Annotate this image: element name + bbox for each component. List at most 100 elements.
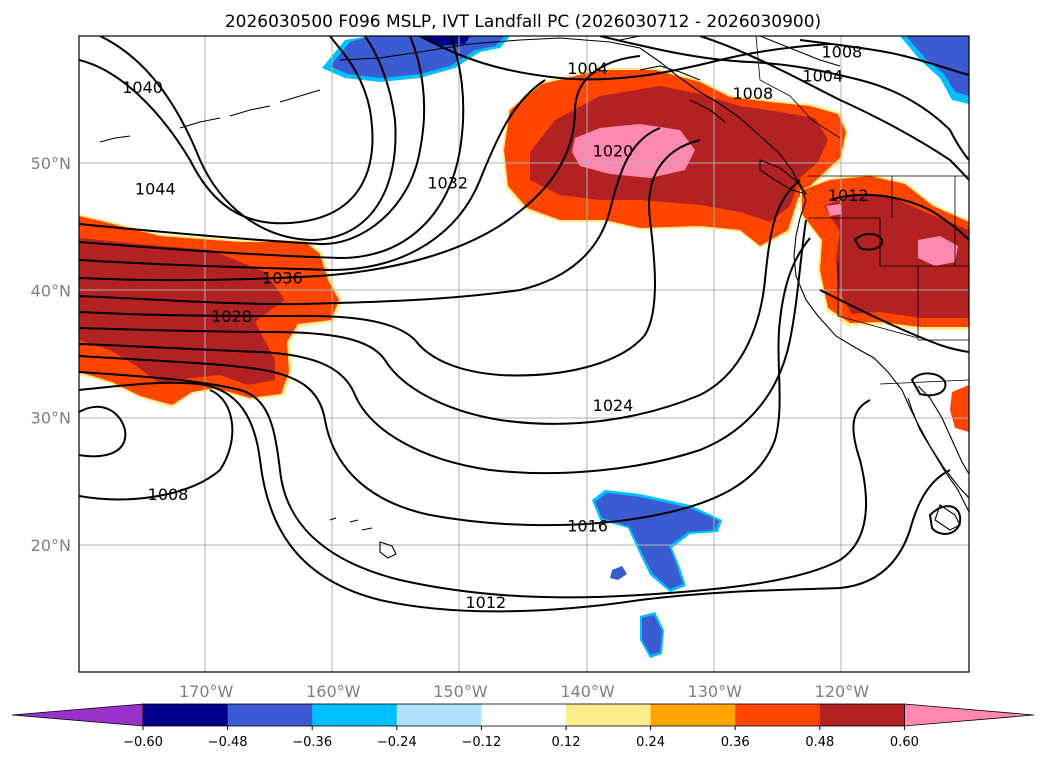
colorbar-tick-label: 0.36 (721, 735, 750, 750)
ivt-negative-subtropics-mid (595, 493, 719, 589)
colorbar-segment (650, 704, 736, 726)
isobar-label: 1012 (465, 593, 506, 612)
colorbar-segment (566, 704, 652, 726)
chart-title: 2026030500 F096 MSLP, IVT Landfall PC (2… (225, 12, 821, 32)
colorbar-extend-right (904, 703, 1035, 727)
isobar-label: 1032 (427, 173, 468, 192)
lat-tick-label: 30°N (31, 409, 71, 428)
isobar-label-group: 1008 (821, 42, 862, 61)
isobar-label: 1028 (211, 307, 252, 326)
isobar-line (79, 179, 801, 425)
longitude-ticks: 170°W 160°W 150°W 140°W 130°W 120°W (179, 682, 869, 701)
lon-tick-label: 170°W (179, 682, 234, 701)
coast-aleutians (99, 89, 321, 143)
colorbar-tick-label: −0.60 (123, 735, 163, 750)
isobar-line (79, 237, 811, 527)
isobar-line (79, 389, 234, 501)
isobar-label: 1004 (567, 59, 608, 78)
isobar-line (79, 36, 426, 246)
border-state-a (808, 217, 969, 267)
isobar-line (819, 289, 969, 353)
isobars (79, 36, 969, 613)
lon-tick-label: 130°W (688, 682, 743, 701)
ivt-shading (79, 36, 969, 658)
ivt-dark-red-west (79, 238, 285, 385)
coast-baja (907, 397, 969, 513)
isobar-line (829, 193, 969, 241)
isobar-label: 1008 (732, 84, 773, 103)
ivt-negative-small-a (610, 566, 627, 580)
border-state-b (837, 262, 919, 339)
lat-tick-label: 20°N (31, 536, 71, 555)
isobar-line (79, 381, 951, 613)
map-frame (78, 35, 970, 673)
coast-vancouver-island (759, 159, 808, 195)
colorbar-segment (396, 704, 482, 726)
colorbar-tick-label: −0.48 (208, 735, 248, 750)
isobar-label-group: 1040 (122, 78, 163, 97)
borders (755, 36, 969, 385)
isobar-label-group: 1004 (802, 66, 843, 85)
isobar-line (419, 36, 831, 81)
border-alaska-canada (755, 36, 841, 139)
coastlines (99, 36, 969, 559)
isobar-label-group: 1044 (135, 180, 176, 199)
colorbar-tick-label: 0.24 (636, 735, 665, 750)
lon-tick-label: 140°W (560, 682, 615, 701)
lat-tick-label: 40°N (31, 281, 71, 300)
coast-north-america (339, 37, 969, 499)
isobar-line (79, 36, 374, 225)
isobar-label-group: 1008 (148, 485, 189, 504)
isobar-label: 1012 (828, 186, 869, 205)
isobar-label-group: 1036 (262, 269, 303, 288)
isobar-label-group: 1032 (427, 173, 468, 192)
isobar-line (79, 36, 465, 260)
colorbar: −0.60 −0.48 −0.36 −0.24 −0.12 0.12 0.24 0.36 0.4… (11, 703, 1035, 750)
colorbar-tick-label: −0.36 (292, 735, 332, 750)
lon-tick-label: 150°W (433, 682, 488, 701)
isobar-label: 1008 (148, 485, 189, 504)
isobar-label-group: 1028 (211, 307, 252, 326)
isobar-label-group: 1024 (593, 396, 634, 415)
colorbar-extend-left (11, 703, 144, 727)
isobar-label-group: 1016 (567, 517, 608, 536)
isobar-line (910, 372, 947, 397)
isobar-line (79, 55, 641, 282)
isobar-line (928, 505, 962, 535)
coast-mexico-islands (934, 504, 961, 531)
colorbar-frame (142, 703, 905, 727)
colorbar-tick-label: 0.48 (805, 735, 834, 750)
ivt-orange-baja (950, 385, 969, 432)
lat-tick-label: 50°N (31, 154, 71, 173)
isobar-label: 1008 (821, 42, 862, 61)
isobar-line (99, 36, 397, 242)
isobar-label: 1004 (802, 66, 843, 85)
isobar-label: 1024 (593, 396, 634, 415)
border-us-mexico (879, 379, 969, 385)
lon-tick-label: 160°W (306, 682, 361, 701)
isobar-label: 1016 (567, 517, 608, 536)
colorbar-tick-label: 0.60 (890, 735, 919, 750)
isobar-line (79, 79, 546, 272)
isobar-line (79, 127, 661, 306)
isobar-label-group: 1012 (465, 593, 506, 612)
colorbar-segment (819, 704, 905, 726)
ivt-dark-red-us (824, 196, 969, 318)
coast-islands-ne (619, 36, 841, 123)
ivt-pink-us-small (826, 204, 842, 216)
colorbar-segment (312, 704, 398, 726)
isobar-label-group: 1020 (593, 141, 634, 160)
border-state-c (917, 266, 969, 341)
isobar-line (79, 405, 127, 458)
lon-tick-label: 120°W (815, 682, 870, 701)
colorbar-segment (143, 704, 229, 726)
isobar-label-group: 1004 (567, 59, 608, 78)
isobar-labels: 1040 1044 1036 1028 1032 1024 1020 1016 1012 1008… (122, 42, 869, 612)
isobar-line (79, 139, 701, 377)
isobar-label: 1020 (593, 141, 634, 160)
isobar-line (799, 39, 969, 76)
colorbar-segment (481, 704, 567, 726)
colorbar-tick-label: 0.12 (552, 735, 581, 750)
map-area: 1040 1044 1036 1028 1032 1024 1020 1016 1012 1008… (79, 36, 969, 672)
